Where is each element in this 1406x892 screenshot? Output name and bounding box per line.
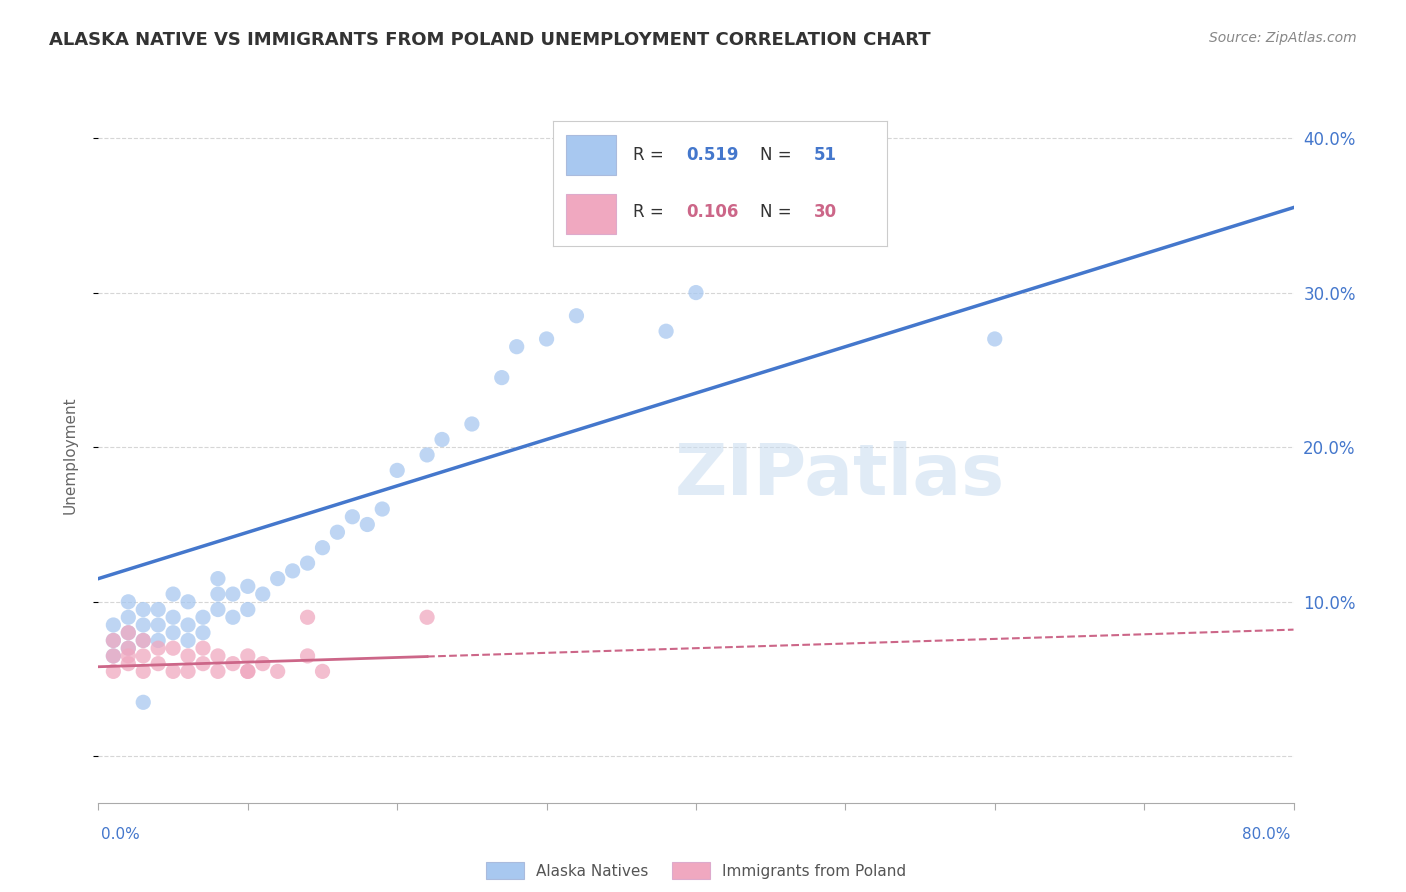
- Point: [491, 370, 513, 384]
- Point: [311, 665, 333, 679]
- Point: [984, 332, 1007, 346]
- Point: [117, 641, 139, 656]
- Text: 0.0%: 0.0%: [101, 827, 141, 841]
- Point: [371, 502, 394, 516]
- Point: [191, 657, 214, 671]
- Point: [191, 641, 214, 656]
- Point: [326, 525, 349, 540]
- Point: [132, 633, 155, 648]
- Point: [148, 641, 170, 656]
- Point: [177, 633, 200, 648]
- Point: [236, 665, 259, 679]
- Point: [207, 648, 229, 663]
- Point: [117, 625, 139, 640]
- Point: [148, 602, 170, 616]
- Point: [236, 648, 259, 663]
- Point: [267, 572, 290, 586]
- Point: [536, 332, 558, 346]
- Point: [730, 193, 752, 207]
- Point: [162, 665, 184, 679]
- Point: [685, 285, 707, 300]
- Text: ALASKA NATIVE VS IMMIGRANTS FROM POLAND UNEMPLOYMENT CORRELATION CHART: ALASKA NATIVE VS IMMIGRANTS FROM POLAND …: [49, 31, 931, 49]
- Point: [430, 433, 453, 447]
- Point: [207, 572, 229, 586]
- Point: [191, 610, 214, 624]
- Text: ZIPatlas: ZIPatlas: [675, 442, 1004, 510]
- Point: [297, 610, 319, 624]
- Point: [207, 587, 229, 601]
- Point: [162, 625, 184, 640]
- Point: [117, 595, 139, 609]
- Point: [117, 610, 139, 624]
- Y-axis label: Unemployment: Unemployment: [63, 396, 77, 514]
- Point: [162, 587, 184, 601]
- Point: [222, 657, 245, 671]
- Point: [103, 618, 125, 632]
- Point: [342, 509, 364, 524]
- Point: [177, 665, 200, 679]
- Text: 80.0%: 80.0%: [1243, 827, 1291, 841]
- Point: [281, 564, 304, 578]
- Point: [162, 641, 184, 656]
- Point: [148, 633, 170, 648]
- Point: [252, 587, 274, 601]
- Point: [103, 648, 125, 663]
- Point: [132, 665, 155, 679]
- Point: [117, 641, 139, 656]
- Point: [236, 602, 259, 616]
- Point: [117, 648, 139, 663]
- Point: [132, 618, 155, 632]
- Point: [311, 541, 333, 555]
- Point: [162, 610, 184, 624]
- Point: [207, 602, 229, 616]
- Text: Source: ZipAtlas.com: Source: ZipAtlas.com: [1209, 31, 1357, 45]
- Point: [222, 610, 245, 624]
- Point: [207, 665, 229, 679]
- Point: [506, 340, 529, 354]
- Point: [103, 633, 125, 648]
- Point: [177, 618, 200, 632]
- Point: [252, 657, 274, 671]
- Point: [356, 517, 378, 532]
- Point: [191, 625, 214, 640]
- Point: [148, 657, 170, 671]
- Point: [385, 463, 409, 477]
- Point: [103, 665, 125, 679]
- Point: [416, 610, 439, 624]
- Point: [297, 556, 319, 570]
- Point: [132, 695, 155, 709]
- Point: [267, 665, 290, 679]
- Point: [655, 324, 678, 338]
- Point: [132, 602, 155, 616]
- Point: [222, 587, 245, 601]
- Point: [117, 625, 139, 640]
- Point: [177, 595, 200, 609]
- Point: [103, 633, 125, 648]
- Point: [132, 633, 155, 648]
- Point: [103, 648, 125, 663]
- Point: [416, 448, 439, 462]
- Point: [148, 618, 170, 632]
- Point: [132, 648, 155, 663]
- Point: [117, 657, 139, 671]
- Legend: Alaska Natives, Immigrants from Poland: Alaska Natives, Immigrants from Poland: [479, 855, 912, 886]
- Point: [565, 309, 588, 323]
- Point: [236, 579, 259, 593]
- Point: [236, 665, 259, 679]
- Point: [789, 161, 811, 176]
- Point: [461, 417, 484, 431]
- Point: [177, 648, 200, 663]
- Point: [297, 648, 319, 663]
